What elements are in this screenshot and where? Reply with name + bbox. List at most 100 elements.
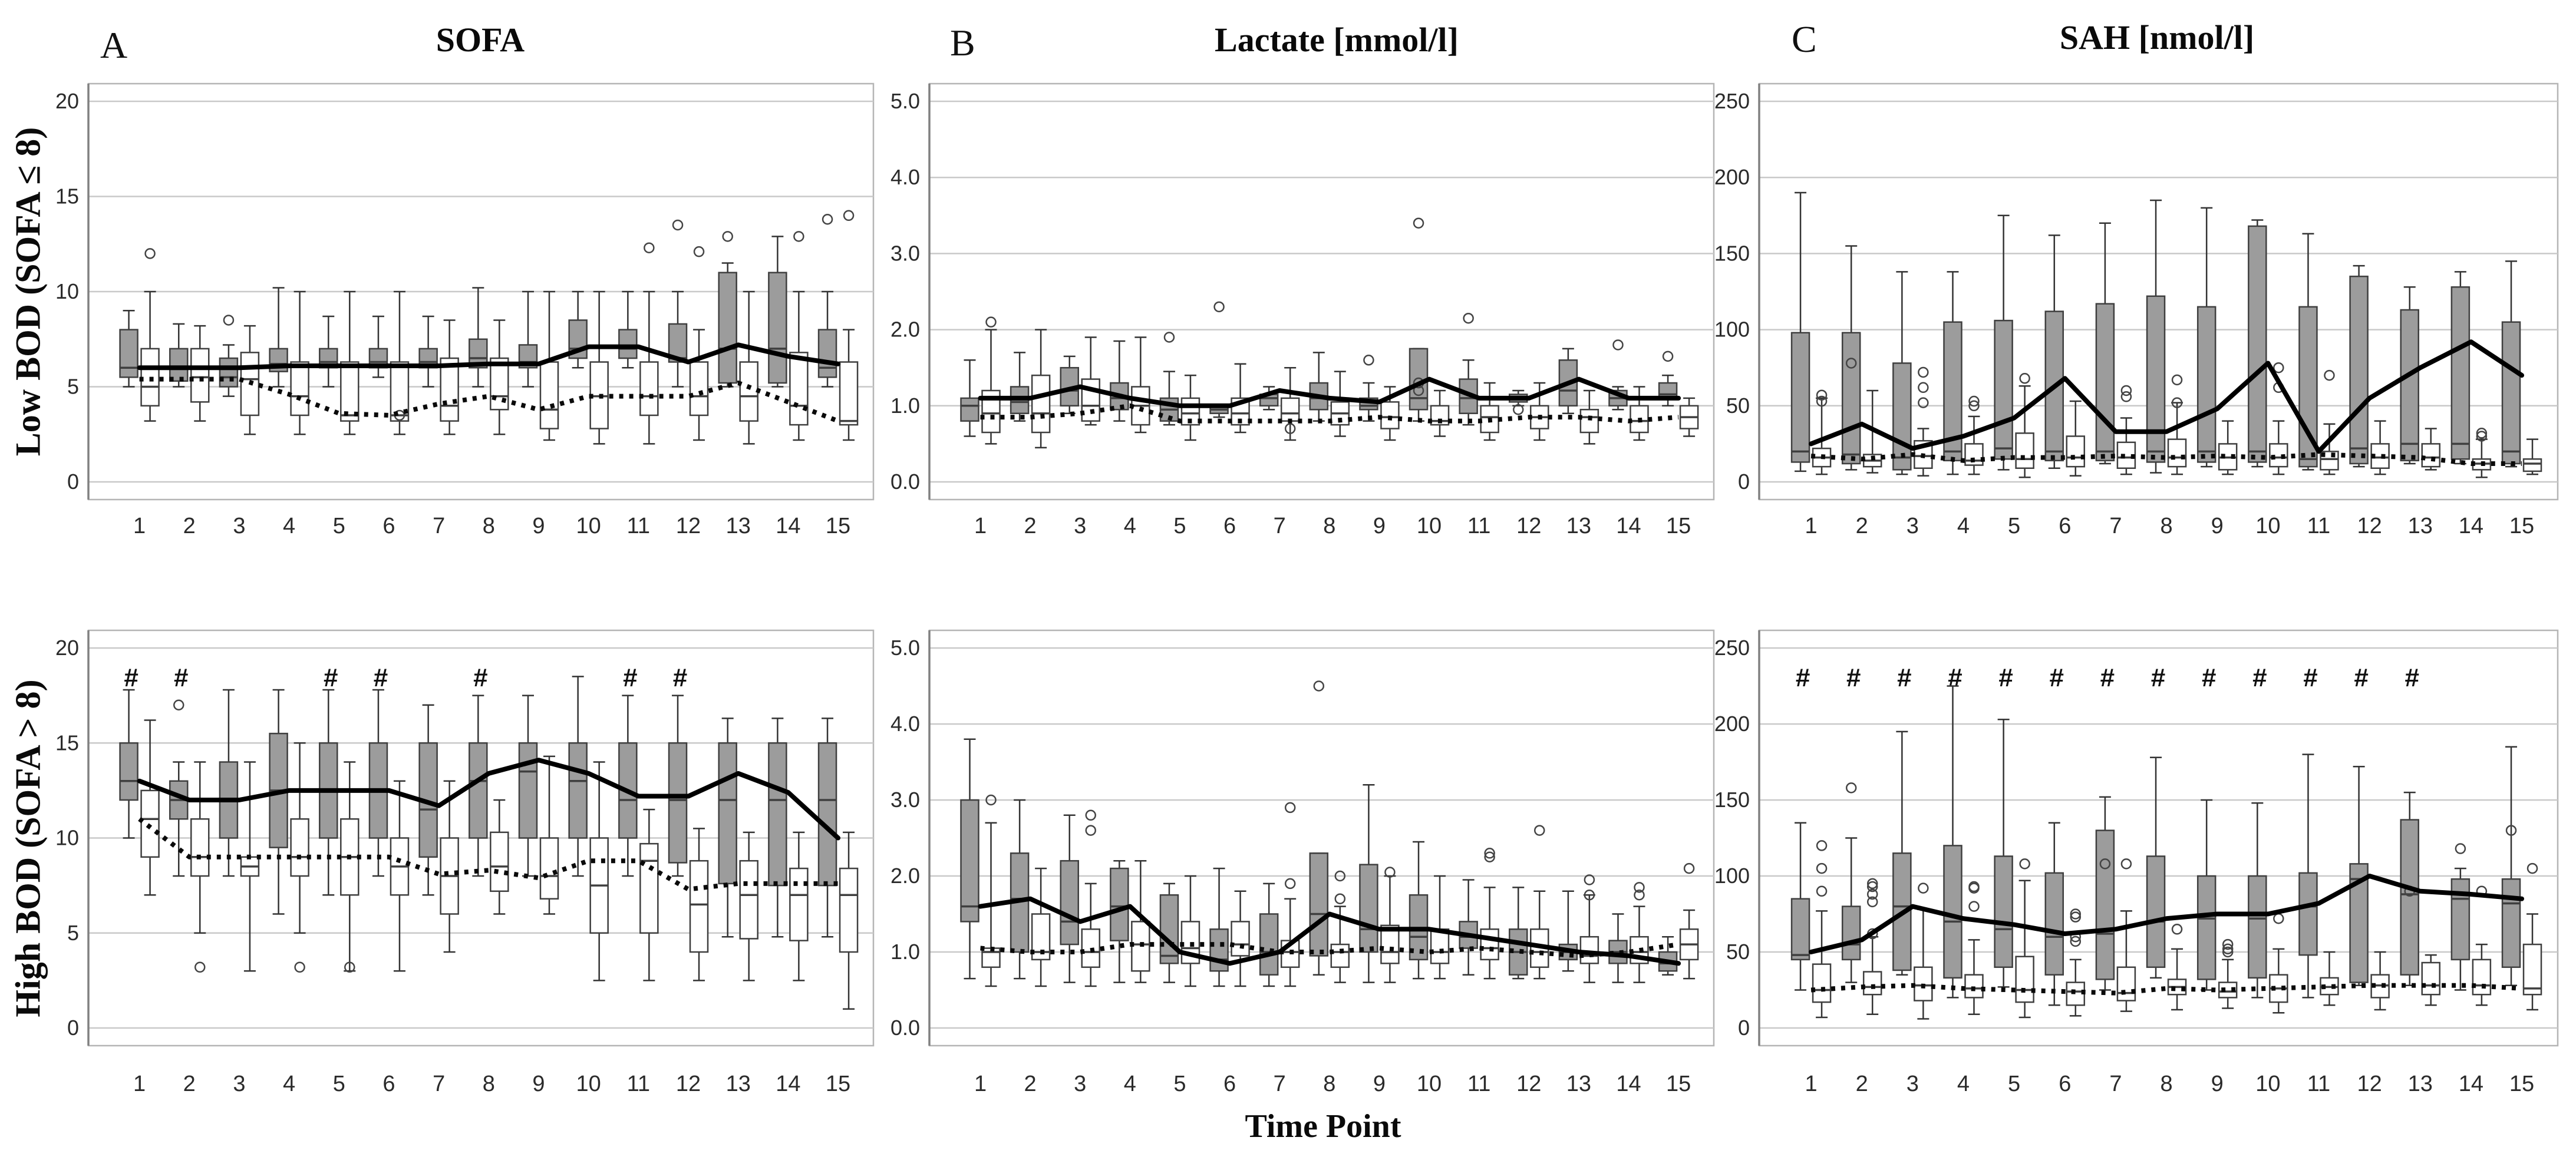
svg-text:#: # xyxy=(473,663,487,692)
svg-text:200: 200 xyxy=(1714,165,1750,189)
svg-text:11: 11 xyxy=(1467,514,1490,538)
svg-text:0.0: 0.0 xyxy=(890,470,920,494)
svg-text:13: 13 xyxy=(1566,514,1591,538)
svg-text:2: 2 xyxy=(1856,1072,1868,1096)
svg-text:7: 7 xyxy=(2109,1072,2122,1096)
svg-text:4: 4 xyxy=(1124,1072,1136,1096)
svg-text:6: 6 xyxy=(382,514,395,538)
column-title-sofa: SOFA xyxy=(436,21,525,59)
svg-text:7: 7 xyxy=(1274,514,1286,538)
svg-text:6: 6 xyxy=(382,1072,395,1096)
svg-text:1: 1 xyxy=(133,514,146,538)
svg-text:14: 14 xyxy=(2459,514,2483,538)
svg-text:14: 14 xyxy=(1616,514,1641,538)
svg-text:#: # xyxy=(2202,663,2216,692)
svg-text:15: 15 xyxy=(55,184,79,209)
svg-text:7: 7 xyxy=(433,1072,445,1096)
svg-text:1: 1 xyxy=(974,514,987,538)
svg-text:11: 11 xyxy=(627,514,650,538)
svg-text:13: 13 xyxy=(2408,1072,2433,1096)
svg-text:12: 12 xyxy=(1516,1072,1541,1096)
svg-text:1: 1 xyxy=(974,1072,987,1096)
svg-text:3: 3 xyxy=(1907,514,1919,538)
svg-text:5: 5 xyxy=(2008,514,2020,538)
svg-text:8: 8 xyxy=(483,1072,495,1096)
svg-text:100: 100 xyxy=(1714,318,1750,342)
svg-text:14: 14 xyxy=(1616,1072,1641,1096)
svg-text:8: 8 xyxy=(1323,514,1335,538)
svg-text:4: 4 xyxy=(283,1072,295,1096)
svg-text:#: # xyxy=(2100,663,2115,692)
svg-text:150: 150 xyxy=(1714,788,1750,812)
svg-text:#: # xyxy=(374,663,388,692)
svg-text:12: 12 xyxy=(2357,1072,2382,1096)
svg-text:#: # xyxy=(324,663,338,692)
svg-text:13: 13 xyxy=(1566,1072,1591,1096)
svg-text:3: 3 xyxy=(1074,514,1086,538)
column-title-sah: SAH [nmol/l] xyxy=(2059,18,2255,57)
svg-text:10: 10 xyxy=(2255,514,2280,538)
svg-text:10: 10 xyxy=(1417,1072,1442,1096)
svg-text:2: 2 xyxy=(1024,1072,1037,1096)
svg-text:#: # xyxy=(1796,663,1810,692)
svg-text:11: 11 xyxy=(627,1072,650,1096)
svg-text:1: 1 xyxy=(133,1072,146,1096)
svg-text:3: 3 xyxy=(1074,1072,1086,1096)
svg-text:15: 15 xyxy=(1666,1072,1691,1096)
svg-text:8: 8 xyxy=(1323,1072,1335,1096)
svg-text:11: 11 xyxy=(2307,514,2330,538)
svg-text:7: 7 xyxy=(2109,514,2122,538)
svg-text:#: # xyxy=(623,663,637,692)
svg-text:14: 14 xyxy=(776,1072,800,1096)
svg-text:9: 9 xyxy=(1373,1072,1386,1096)
svg-text:3.0: 3.0 xyxy=(890,241,920,265)
svg-text:11: 11 xyxy=(2307,1072,2330,1096)
row-label-high-bod: High BOD (SOFA > 8) xyxy=(8,679,48,1017)
svg-text:250: 250 xyxy=(1714,89,1750,113)
svg-text:12: 12 xyxy=(676,1072,701,1096)
svg-text:8: 8 xyxy=(2160,514,2172,538)
svg-text:0: 0 xyxy=(1738,470,1750,494)
svg-text:0: 0 xyxy=(67,1016,79,1040)
svg-text:50: 50 xyxy=(1726,394,1750,418)
svg-text:20: 20 xyxy=(55,89,79,113)
row-label-low-bod: Low BOD (SOFA ≤ 8) xyxy=(8,127,48,457)
svg-text:14: 14 xyxy=(776,514,800,538)
svg-text:10: 10 xyxy=(576,514,601,538)
svg-text:4: 4 xyxy=(1957,514,1970,538)
panel-lactate-high: 0.01.02.03.04.05.01 2 3 4 5 6 7 8 9 10 11 12 13 14 15 xyxy=(890,629,1715,1096)
svg-text:10: 10 xyxy=(2255,1072,2280,1096)
svg-text:15: 15 xyxy=(55,730,79,755)
svg-text:7: 7 xyxy=(1274,1072,1286,1096)
svg-text:9: 9 xyxy=(532,1072,545,1096)
column-title-lactate: Lactate [mmol/l] xyxy=(1215,21,1459,59)
svg-text:15: 15 xyxy=(1666,514,1691,538)
svg-text:4: 4 xyxy=(1957,1072,1970,1096)
svg-text:14: 14 xyxy=(2459,1072,2483,1096)
panel-lactate-low: 0.01.02.03.04.05.01 2 3 4 5 6 7 8 9 10 11 12 13 14 15 xyxy=(890,82,1715,538)
svg-text:3: 3 xyxy=(233,1072,245,1096)
svg-text:2: 2 xyxy=(1856,514,1868,538)
svg-text:9: 9 xyxy=(2211,1072,2224,1096)
svg-text:15: 15 xyxy=(2509,1072,2534,1096)
svg-text:#: # xyxy=(1998,663,2013,692)
panel-letter-a: A xyxy=(100,24,128,66)
svg-text:5: 5 xyxy=(67,375,79,399)
svg-text:2.0: 2.0 xyxy=(890,864,920,888)
svg-text:#: # xyxy=(673,663,687,692)
panel-letter-c: C xyxy=(1792,18,1817,60)
svg-text:6: 6 xyxy=(2059,1072,2071,1096)
svg-text:15: 15 xyxy=(826,1072,850,1096)
svg-text:#: # xyxy=(2303,663,2317,692)
svg-text:5: 5 xyxy=(1173,1072,1186,1096)
svg-text:9: 9 xyxy=(532,514,545,538)
svg-text:5.0: 5.0 xyxy=(890,89,920,113)
x-axis-title: Time Point xyxy=(1245,1108,1401,1145)
svg-text:6: 6 xyxy=(2059,514,2071,538)
svg-text:150: 150 xyxy=(1714,241,1750,265)
svg-text:15: 15 xyxy=(826,514,850,538)
